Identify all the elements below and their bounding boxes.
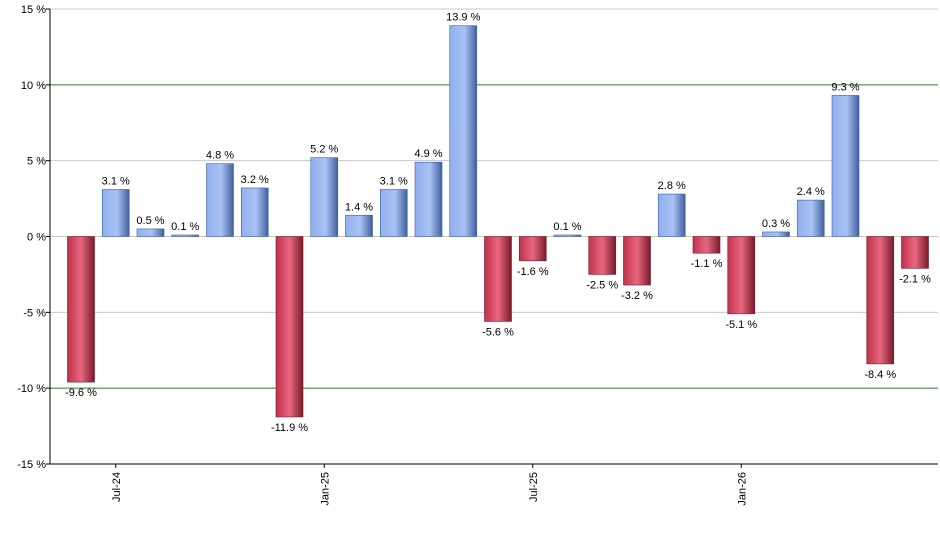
data-label: -5.1 % (725, 319, 757, 331)
data-label: -2.1 % (899, 273, 931, 285)
bar (623, 236, 651, 286)
bar (275, 236, 304, 418)
bar (553, 234, 582, 237)
bar (518, 236, 547, 262)
x-tick-label: Jul-24 (111, 472, 123, 502)
x-tick-label: Jan-26 (736, 472, 748, 506)
y-tick-label: 5 % (27, 156, 46, 168)
data-label: -5.6 % (482, 326, 514, 338)
x-tick-label: Jul-25 (528, 472, 540, 502)
data-label: 4.8 % (206, 150, 234, 162)
bars (67, 25, 929, 418)
data-label: 13.9 % (446, 12, 480, 24)
data-label: -1.1 % (691, 258, 723, 270)
data-label: -11.9 % (271, 422, 308, 434)
bar (67, 236, 95, 383)
bar (379, 189, 408, 237)
bar (692, 236, 721, 254)
bar (206, 163, 234, 237)
x-tick-label: Jan-25 (319, 472, 331, 506)
data-label: -3.2 % (621, 290, 653, 302)
data-label: 0.1 % (171, 221, 199, 233)
data-label: -9.6 % (65, 387, 97, 399)
data-label: 0.3 % (762, 218, 790, 230)
bar (796, 199, 825, 237)
data-label: 0.1 % (553, 221, 581, 233)
data-label: -2.5 % (586, 279, 618, 291)
data-label: 3.1 % (102, 175, 130, 187)
y-tick-label: 0 % (27, 232, 46, 244)
bar (101, 189, 130, 237)
bar (171, 234, 200, 237)
axes: -15 % -10 % -5 % 0 % 5 % 10 % 15 % Jul-24 Jan-25… (17, 4, 938, 506)
bar (240, 187, 269, 237)
bar (310, 157, 339, 237)
bar (866, 236, 895, 365)
data-label: 3.2 % (241, 174, 269, 186)
bar (588, 236, 617, 275)
data-label: 3.1 % (380, 175, 408, 187)
bar (136, 228, 165, 237)
y-tick-label: -5 % (23, 307, 46, 319)
bar (831, 95, 860, 237)
data-label: -1.6 % (517, 266, 549, 278)
data-labels: -9.6 % 3.1 % 0.5 % 0.1 % 4.8 % 3.2 % -11.9 % 5.… (65, 12, 931, 434)
y-tick-label: 15 % (21, 4, 46, 16)
y-tick-label: -10 % (17, 383, 46, 395)
bar (657, 193, 686, 237)
data-label: 1.4 % (345, 201, 373, 213)
bar (345, 214, 373, 237)
y-tick-label: 10 % (21, 80, 46, 92)
data-label: 2.8 % (658, 180, 686, 192)
bar (727, 236, 756, 315)
bar (414, 161, 443, 237)
data-label: 9.3 % (831, 81, 859, 93)
bar (484, 236, 512, 322)
data-label: 2.4 % (797, 186, 825, 198)
data-label: -8.4 % (864, 369, 896, 381)
bar (449, 25, 478, 237)
data-label: 4.9 % (414, 148, 442, 160)
data-label: 0.5 % (136, 215, 164, 227)
bar (901, 236, 929, 269)
data-label: 5.2 % (310, 144, 338, 156)
y-tick-label: -15 % (17, 459, 46, 471)
bar (762, 231, 790, 237)
